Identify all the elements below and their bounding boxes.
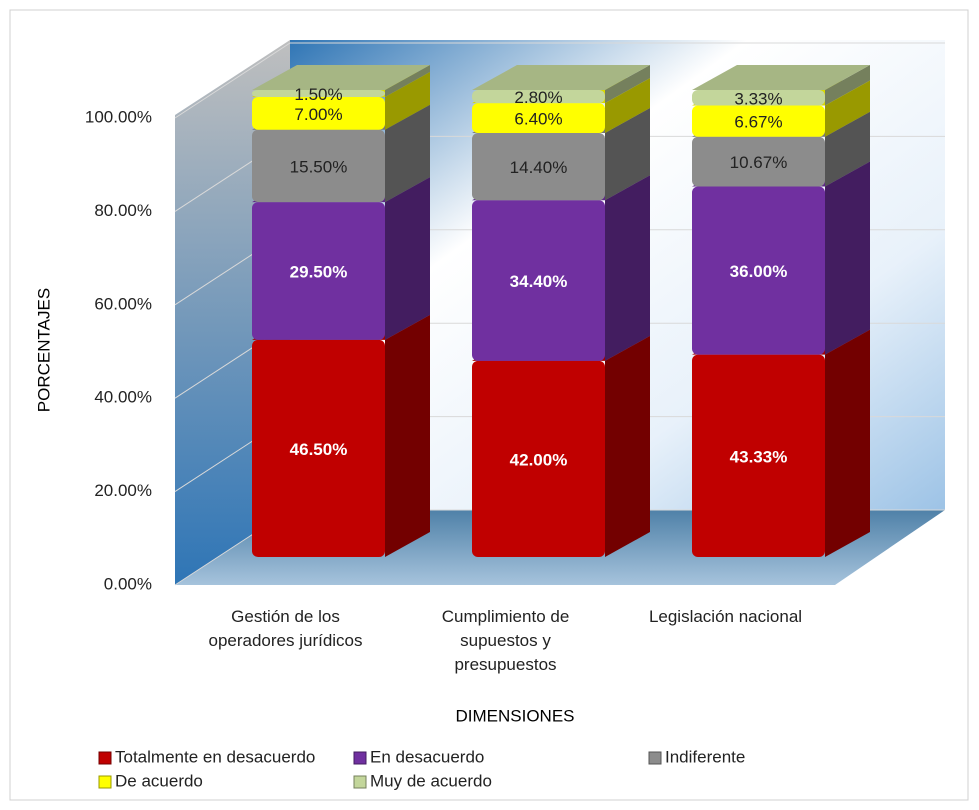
legend-swatch xyxy=(353,751,367,765)
y-tick-label: 60.00% xyxy=(94,294,152,313)
bar-side xyxy=(825,111,870,187)
legend-label: De acuerdo xyxy=(115,771,203,790)
bar-side xyxy=(385,177,430,340)
value-label: 6.40% xyxy=(514,110,562,129)
bar xyxy=(472,360,605,557)
bar-side xyxy=(605,175,650,361)
bar xyxy=(252,90,385,98)
bar-top xyxy=(692,65,870,90)
legend-label: Totalmente en desacuerdo xyxy=(115,747,315,766)
legend-swatch xyxy=(648,751,662,765)
bar-side xyxy=(385,72,430,130)
legend-label: Muy de acuerdo xyxy=(370,771,492,790)
bar xyxy=(252,97,385,130)
bar-side xyxy=(605,78,650,133)
value-label: 46.50% xyxy=(290,440,348,459)
legend-swatch xyxy=(98,775,112,789)
bar xyxy=(692,354,825,557)
bar xyxy=(692,90,825,106)
bar-side xyxy=(605,335,650,557)
y-tick-label: 20.00% xyxy=(94,481,152,500)
bar xyxy=(252,202,385,340)
y-axis-title: PORCENTAJES xyxy=(34,288,53,412)
value-label: 42.00% xyxy=(510,450,568,469)
bar xyxy=(472,90,605,104)
value-label: 29.50% xyxy=(290,262,348,281)
x-axis-title: DIMENSIONES xyxy=(455,706,574,725)
x-tick-label: Legislación nacional xyxy=(648,607,803,626)
legend-swatch xyxy=(98,751,112,765)
x-tick-label: Gestión de los operadores jurídicos xyxy=(208,607,363,650)
bar xyxy=(692,105,825,137)
bar-side xyxy=(825,329,870,557)
value-label: 14.40% xyxy=(510,158,568,177)
value-label: 2.80% xyxy=(514,88,562,107)
legend-label: En desacuerdo xyxy=(370,747,484,766)
bar-side xyxy=(385,314,430,557)
value-label: 34.40% xyxy=(510,272,568,291)
bar xyxy=(692,186,825,355)
value-label: 15.50% xyxy=(290,157,348,176)
bar xyxy=(472,132,605,201)
bar xyxy=(252,129,385,203)
bar-side xyxy=(825,65,870,106)
bar xyxy=(252,339,385,557)
legend-label: Indiferente xyxy=(665,747,745,766)
y-tick-label: 100.00% xyxy=(85,107,152,126)
bar-side xyxy=(825,161,870,355)
legend-swatch xyxy=(353,775,367,789)
value-label: 36.00% xyxy=(730,262,788,281)
bar xyxy=(472,200,605,361)
y-tick-label: 0.00% xyxy=(104,574,152,593)
bar-side xyxy=(605,107,650,201)
bar-side xyxy=(605,65,650,104)
value-label: 43.33% xyxy=(730,447,788,466)
bar xyxy=(692,136,825,187)
value-label: 3.33% xyxy=(734,89,782,108)
value-label: 10.67% xyxy=(730,153,788,172)
bar-side xyxy=(385,104,430,203)
value-label: 7.00% xyxy=(294,105,342,124)
bar xyxy=(472,103,605,133)
y-tick-label: 40.00% xyxy=(94,388,152,407)
bar-top xyxy=(252,65,430,90)
value-label: 6.67% xyxy=(734,113,782,132)
bar-top xyxy=(472,65,650,90)
bar-side xyxy=(825,80,870,137)
x-tick-label: Cumplimiento de supuestos y presupuestos xyxy=(441,607,570,674)
y-tick-label: 80.00% xyxy=(94,201,152,220)
value-label: 1.50% xyxy=(294,85,342,104)
grid-line xyxy=(174,42,291,119)
bar-side xyxy=(385,65,430,98)
